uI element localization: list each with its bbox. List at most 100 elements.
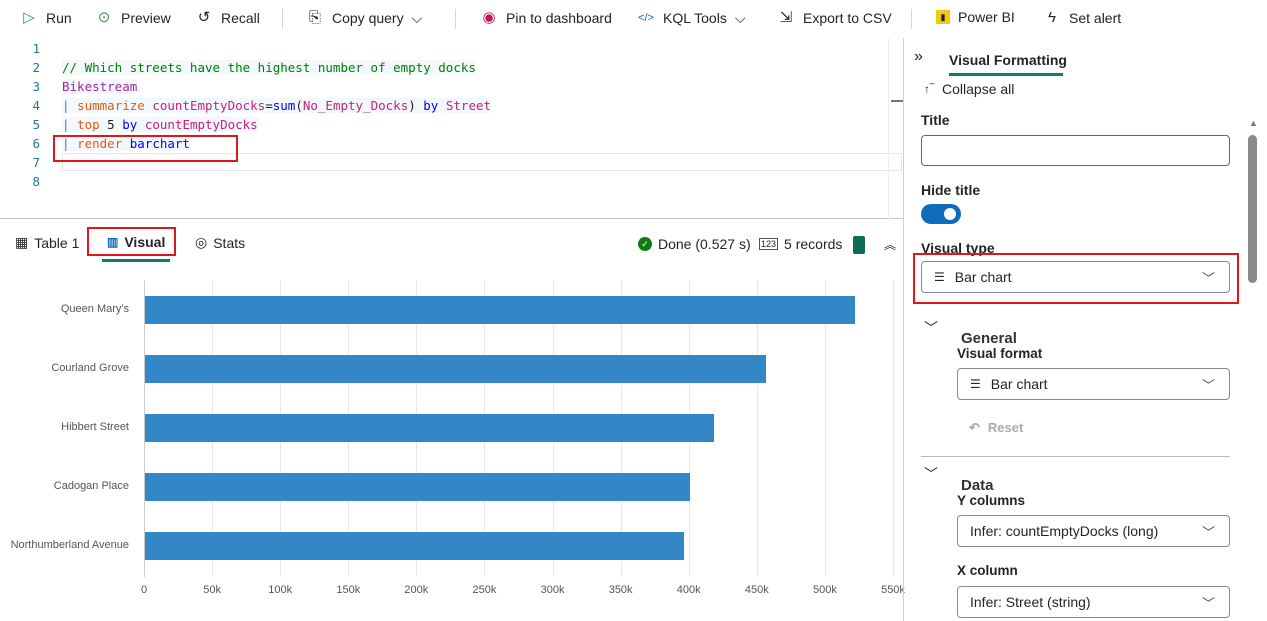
- run-button[interactable]: ▷ Run: [20, 9, 72, 27]
- x-tick-label: 0: [140, 584, 148, 596]
- gridline: [144, 280, 145, 577]
- divider: [282, 9, 283, 29]
- kql-tools-button[interactable]: </> KQL Tools ⌵: [637, 9, 745, 27]
- status-text: Done (0.527 s): [658, 236, 751, 252]
- line-number: 4: [32, 98, 40, 113]
- lightning-icon: ϟ: [1048, 9, 1056, 26]
- bar[interactable]: [145, 413, 715, 442]
- recall-label: Recall: [221, 10, 260, 26]
- tab-table-1[interactable]: ▦ Table 1: [15, 234, 79, 251]
- operator: summarize: [77, 98, 145, 113]
- preview-button[interactable]: ⊙ Preview: [95, 9, 171, 27]
- copy-query-label: Copy query: [332, 10, 404, 26]
- highlight-box-render: [53, 135, 238, 162]
- equals: =: [265, 98, 273, 113]
- y-category-label: Northumberland Avenue: [10, 538, 129, 551]
- chevron-down-icon: ⌵: [411, 9, 423, 26]
- preview-icon: ⊙: [97, 9, 111, 26]
- records-count: 123 5 records: [759, 236, 842, 252]
- export-icon: ⇲: [779, 9, 793, 26]
- tab-label: Visual: [124, 234, 166, 250]
- code-comment: // Which streets have the highest number…: [62, 60, 476, 75]
- tab-visual-formatting[interactable]: Visual Formatting: [949, 52, 1067, 68]
- collapse-all-label: Collapse all: [942, 81, 1015, 97]
- data-collapse-chevron[interactable]: ﹀: [924, 466, 938, 482]
- hide-title-toggle[interactable]: [921, 204, 961, 224]
- check-icon: ✓: [638, 237, 652, 251]
- copy-icon: ⎘: [308, 9, 321, 26]
- y-columns-label: Y columns: [957, 493, 1026, 508]
- reset-button[interactable]: ↶ Reset: [969, 420, 1023, 436]
- divider: [455, 9, 456, 29]
- general-heading: General: [961, 330, 1017, 347]
- x-tick-label: 250k: [472, 584, 497, 596]
- line-number: 2: [32, 60, 40, 75]
- chevron-down-icon: ﹀: [1201, 525, 1215, 540]
- visual-type-dropdown[interactable]: ☰ Bar chart ﹀: [921, 261, 1230, 293]
- editor-scrollbar[interactable]: [888, 38, 903, 219]
- dropdown-value: Bar chart: [954, 269, 1012, 285]
- table-icon: ▦: [15, 234, 29, 250]
- x-tick-label: 150k: [336, 584, 361, 596]
- tab-stats[interactable]: ◎ Stats: [195, 234, 245, 251]
- collapse-icon: ↑‾: [924, 82, 934, 96]
- visual-format-dropdown[interactable]: ☰ Bar chart ﹀: [957, 368, 1230, 400]
- function: sum: [272, 98, 296, 113]
- tab-visual[interactable]: ▥ Visual: [107, 234, 165, 250]
- recall-button[interactable]: ↺ Recall: [195, 9, 260, 27]
- y-category-label: Queen Mary's: [60, 302, 129, 315]
- title-input[interactable]: [921, 135, 1230, 166]
- copy-query-button[interactable]: ⎘ Copy query ⌵: [306, 9, 422, 27]
- power-bi-button[interactable]: ▮ Power BI: [936, 9, 1015, 25]
- hide-title-label: Hide title: [921, 182, 981, 198]
- scroll-up-arrow[interactable]: ▲: [1249, 118, 1258, 128]
- chevron-down-icon: ⌵: [734, 9, 746, 26]
- clipboard-icon[interactable]: [853, 236, 865, 254]
- collapse-up-icon[interactable]: ︽: [884, 238, 897, 252]
- column: Street: [445, 98, 492, 113]
- x-column-label: X column: [957, 563, 1018, 578]
- bar[interactable]: [145, 295, 855, 324]
- gridline: [893, 280, 894, 577]
- status: ✓ Done (0.527 s): [638, 236, 751, 252]
- set-alert-label: Set alert: [1069, 10, 1122, 26]
- pipe: |: [62, 98, 70, 113]
- scroll-marker: [891, 100, 903, 102]
- y-columns-dropdown[interactable]: Infer: countEmptyDocks (long) ﹀: [957, 515, 1230, 547]
- stats-icon: ◎: [195, 234, 208, 250]
- operator: render: [77, 136, 123, 151]
- x-tick-label: 400k: [676, 584, 701, 596]
- set-alert-button[interactable]: ϟ Set alert: [1043, 9, 1121, 27]
- query-editor[interactable]: 1 2 3 4 5 6 7 8 // Which streets have th…: [0, 38, 903, 219]
- column: countEmptyDocks: [152, 98, 266, 113]
- bar-chart-icon: ▥: [107, 235, 119, 249]
- x-tick-label: 550k: [881, 584, 905, 596]
- pin-to-dashboard-button[interactable]: ◉ Pin to dashboard: [480, 9, 611, 27]
- kql-tools-label: KQL Tools: [663, 10, 727, 26]
- collapse-all-button[interactable]: ↑‾ Collapse all: [924, 81, 1014, 97]
- pipe: |: [62, 117, 70, 132]
- code-table-name: Bikestream: [62, 79, 138, 94]
- paren: (: [295, 98, 303, 113]
- export-label: Export to CSV: [803, 10, 892, 26]
- keyword: barchart: [129, 136, 190, 151]
- tab-label: Stats: [213, 234, 246, 251]
- divider: [921, 456, 1230, 457]
- expand-panel-icon[interactable]: »: [914, 48, 923, 65]
- general-collapse-chevron[interactable]: ﹀: [924, 320, 938, 336]
- chevron-down-icon: ﹀: [1201, 271, 1215, 286]
- x-tick-label: 100k: [268, 584, 293, 596]
- bar[interactable]: [145, 531, 685, 560]
- export-csv-button[interactable]: ⇲ Export to CSV: [777, 9, 892, 27]
- run-label: Run: [46, 10, 72, 26]
- panel-scrollbar-thumb[interactable]: [1248, 135, 1257, 283]
- toolbar: ▷ Run ⊙ Preview ↺ Recall ⎘ Copy query ⌵ ◉ Pin …: [0, 0, 1267, 38]
- bar[interactable]: [145, 354, 766, 383]
- x-tick-label: 200k: [404, 584, 429, 596]
- bar[interactable]: [145, 472, 690, 501]
- line-number: 6: [32, 136, 40, 151]
- x-column-dropdown[interactable]: Infer: Street (string) ﹀: [957, 586, 1230, 618]
- code-icon: </>: [638, 12, 654, 24]
- preview-label: Preview: [121, 10, 171, 26]
- visual-format-label: Visual format: [957, 346, 1043, 361]
